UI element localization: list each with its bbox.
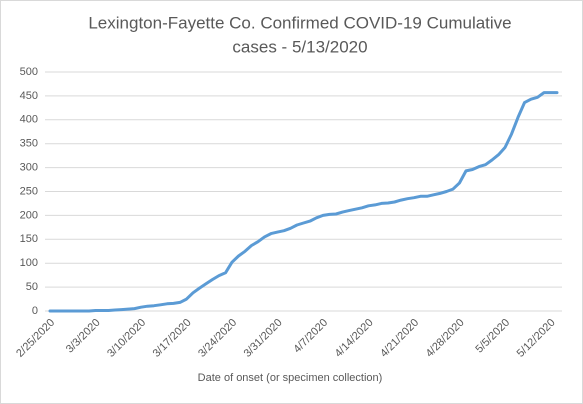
y-tick-label: 200	[20, 209, 38, 221]
x-axis-label: Date of onset (or specimen collection)	[198, 372, 383, 384]
y-tick-label: 350	[20, 138, 38, 150]
y-tick-label: 250	[20, 185, 38, 197]
chart-title: cases - 5/13/2020	[232, 37, 367, 56]
y-tick-label: 400	[20, 114, 38, 126]
y-tick-label: 100	[20, 257, 38, 269]
data-line	[48, 91, 559, 313]
chart-title: Lexington-Fayette Co. Confirmed COVID-19…	[88, 13, 511, 32]
y-tick-label: 50	[26, 281, 38, 293]
y-tick-label: 150	[20, 233, 38, 245]
y-tick-label: 0	[32, 305, 38, 317]
y-tick-label: 300	[20, 162, 38, 174]
y-tick-label: 500	[20, 66, 38, 78]
y-tick-label: 450	[20, 90, 38, 102]
